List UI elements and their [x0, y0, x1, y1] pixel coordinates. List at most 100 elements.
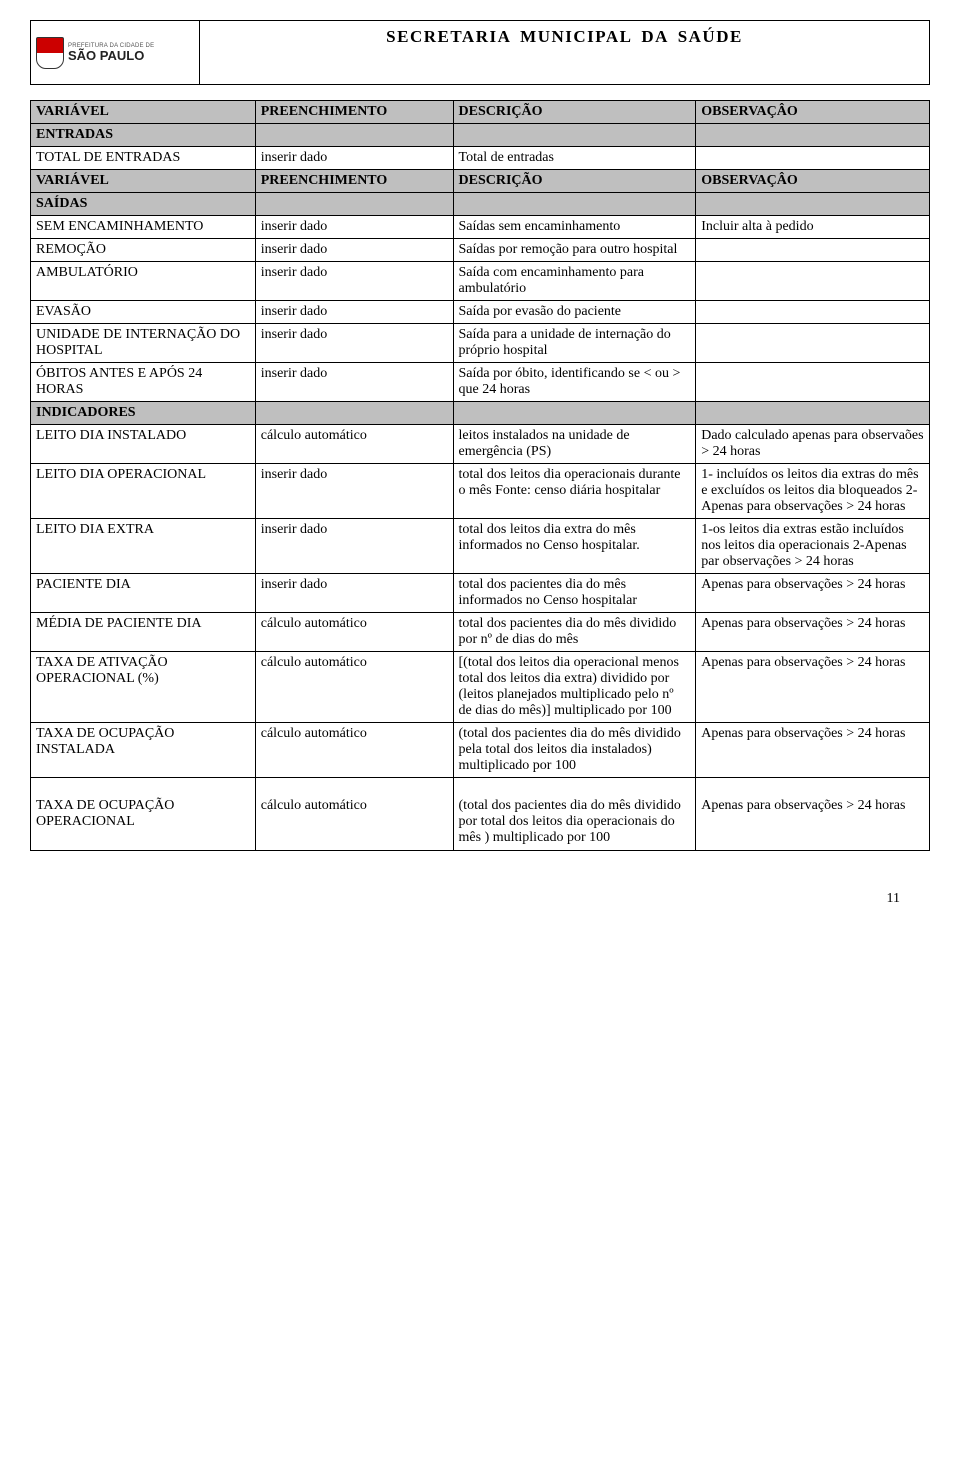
cell-variavel: EVASÃO: [31, 301, 256, 324]
table-row: TAXA DE OCUPAÇÃO OPERACIONAL cálculo aut…: [31, 778, 930, 851]
cell-preenchimento: inserir dado: [255, 216, 453, 239]
section-saidas: SAÍDAS: [31, 193, 930, 216]
table-row: LEITO DIA EXTRA inserir dado total dos l…: [31, 519, 930, 574]
cell-preenchimento: cálculo automático: [255, 425, 453, 464]
data-table: VARIÁVEL PREENCHIMENTO DESCRIÇÃO OBSERVA…: [30, 100, 930, 851]
document-header: PREFEITURA DA CIDADE DE SÃO PAULO SECRET…: [30, 20, 930, 85]
cell-variavel: UNIDADE DE INTERNAÇÃO DO HOSPITAL: [31, 324, 256, 363]
cell-descricao: Saídas por remoção para outro hospital: [453, 239, 696, 262]
cell-observacao: [696, 363, 930, 402]
cell-descricao: [(total dos leitos dia operacional menos…: [453, 652, 696, 723]
table-row: EVASÃO inserir dado Saída por evasão do …: [31, 301, 930, 324]
table-row: LEITO DIA OPERACIONAL inserir dado total…: [31, 464, 930, 519]
cell-descricao: total dos pacientes dia do mês dividido …: [453, 613, 696, 652]
cell-preenchimento: inserir dado: [255, 147, 453, 170]
table-row: TAXA DE OCUPAÇÃO INSTALADA cálculo autom…: [31, 723, 930, 778]
cell-variavel: LEITO DIA INSTALADO: [31, 425, 256, 464]
cell-preenchimento: inserir dado: [255, 324, 453, 363]
shield-icon: [36, 37, 64, 69]
cell-preenchimento: cálculo automático: [255, 723, 453, 778]
cell-observacao: Apenas para observações > 24 horas: [696, 652, 930, 723]
cell-observacao: [696, 262, 930, 301]
table-row: SEM ENCAMINHAMENTO inserir dado Saídas s…: [31, 216, 930, 239]
cell-preenchimento: inserir dado: [255, 363, 453, 402]
cell-variavel: AMBULATÓRIO: [31, 262, 256, 301]
cell-observacao: [696, 301, 930, 324]
cell-observacao: Apenas para observações > 24 horas: [696, 574, 930, 613]
logo-box: PREFEITURA DA CIDADE DE SÃO PAULO: [30, 20, 200, 85]
cell-preenchimento: inserir dado: [255, 519, 453, 574]
section-indicadores: INDICADORES: [31, 402, 930, 425]
col-observacao: OBSERVAÇÂO: [696, 101, 930, 124]
cell-variavel: LEITO DIA EXTRA: [31, 519, 256, 574]
logo-title: SÃO PAULO: [68, 49, 154, 62]
cell-descricao: Saída com encaminhamento para ambulatóri…: [453, 262, 696, 301]
section-label: SAÍDAS: [31, 193, 256, 216]
cell-observacao: Apenas para observações > 24 horas: [696, 778, 930, 851]
cell-descricao: Saídas sem encaminhamento: [453, 216, 696, 239]
table-header-row: VARIÁVEL PREENCHIMENTO DESCRIÇÃO OBSERVA…: [31, 101, 930, 124]
cell-preenchimento: cálculo automático: [255, 652, 453, 723]
cell-observacao: Apenas para observações > 24 horas: [696, 723, 930, 778]
col-descricao: DESCRIÇÃO: [453, 101, 696, 124]
cell-preenchimento: inserir dado: [255, 239, 453, 262]
cell-observacao: 1-os leitos dia extras estão incluídos n…: [696, 519, 930, 574]
cell-observacao: Apenas para observações > 24 horas: [696, 613, 930, 652]
table-row: REMOÇÃO inserir dado Saídas por remoção …: [31, 239, 930, 262]
table-row: TOTAL DE ENTRADAS inserir dado Total de …: [31, 147, 930, 170]
section-entradas: ENTRADAS: [31, 124, 930, 147]
cell-variavel: LEITO DIA OPERACIONAL: [31, 464, 256, 519]
cell-descricao: (total dos pacientes dia do mês dividido…: [453, 778, 696, 851]
header-title-cell: SECRETARIA MUNICIPAL DA SAÚDE: [200, 20, 930, 85]
table-row: PACIENTE DIA inserir dado total dos paci…: [31, 574, 930, 613]
cell-variavel: TOTAL DE ENTRADAS: [31, 147, 256, 170]
cell-descricao: Saída por evasão do paciente: [453, 301, 696, 324]
cell-observacao: 1- incluídos os leitos dia extras do mês…: [696, 464, 930, 519]
cell-variavel: REMOÇÃO: [31, 239, 256, 262]
cell-descricao: Saída para a unidade de internação do pr…: [453, 324, 696, 363]
cell-variavel: ÓBITOS ANTES E APÓS 24 HORAS: [31, 363, 256, 402]
cell-observacao: [696, 147, 930, 170]
section-label: INDICADORES: [31, 402, 256, 425]
cell-preenchimento: inserir dado: [255, 301, 453, 324]
col-variavel: VARIÁVEL: [31, 101, 256, 124]
col-variavel: VARIÁVEL: [31, 170, 256, 193]
section-label: ENTRADAS: [31, 124, 256, 147]
cell-observacao: [696, 324, 930, 363]
cell-observacao: [696, 239, 930, 262]
col-descricao: DESCRIÇÃO: [453, 170, 696, 193]
cell-observacao: Incluir alta à pedido: [696, 216, 930, 239]
cell-preenchimento: cálculo automático: [255, 613, 453, 652]
cell-descricao: total dos pacientes dia do mês informado…: [453, 574, 696, 613]
cell-observacao: Dado calculado apenas para observaões > …: [696, 425, 930, 464]
col-preenchimento: PREENCHIMENTO: [255, 170, 453, 193]
page-number: 11: [30, 891, 930, 907]
cell-preenchimento: inserir dado: [255, 464, 453, 519]
cell-variavel: TAXA DE OCUPAÇÃO INSTALADA: [31, 723, 256, 778]
cell-variavel: TAXA DE OCUPAÇÃO OPERACIONAL: [31, 778, 256, 851]
cell-descricao: (total dos pacientes dia do mês dividido…: [453, 723, 696, 778]
cell-preenchimento: inserir dado: [255, 574, 453, 613]
cell-variavel: MÉDIA DE PACIENTE DIA: [31, 613, 256, 652]
cell-variavel: SEM ENCAMINHAMENTO: [31, 216, 256, 239]
page-title: SECRETARIA MUNICIPAL DA SAÚDE: [386, 27, 743, 47]
cell-preenchimento: inserir dado: [255, 262, 453, 301]
cell-descricao: total dos leitos dia operacionais durant…: [453, 464, 696, 519]
logo-text: PREFEITURA DA CIDADE DE SÃO PAULO: [68, 43, 154, 62]
col-observacao: OBSERVAÇÂO: [696, 170, 930, 193]
table-row: TAXA DE ATIVAÇÃO OPERACIONAL (%) cálculo…: [31, 652, 930, 723]
cell-variavel: TAXA DE ATIVAÇÃO OPERACIONAL (%): [31, 652, 256, 723]
cell-variavel: PACIENTE DIA: [31, 574, 256, 613]
cell-descricao: total dos leitos dia extra do mês inform…: [453, 519, 696, 574]
table-row: AMBULATÓRIO inserir dado Saída com encam…: [31, 262, 930, 301]
cell-descricao: Total de entradas: [453, 147, 696, 170]
table-header-row: VARIÁVEL PREENCHIMENTO DESCRIÇÃO OBSERVA…: [31, 170, 930, 193]
col-preenchimento: PREENCHIMENTO: [255, 101, 453, 124]
table-row: UNIDADE DE INTERNAÇÃO DO HOSPITAL inseri…: [31, 324, 930, 363]
cell-descricao: leitos instalados na unidade de emergênc…: [453, 425, 696, 464]
cell-preenchimento: cálculo automático: [255, 778, 453, 851]
table-row: MÉDIA DE PACIENTE DIA cálculo automático…: [31, 613, 930, 652]
cell-descricao: Saída por óbito, identificando se < ou >…: [453, 363, 696, 402]
table-row: LEITO DIA INSTALADO cálculo automático l…: [31, 425, 930, 464]
table-row: ÓBITOS ANTES E APÓS 24 HORAS inserir dad…: [31, 363, 930, 402]
